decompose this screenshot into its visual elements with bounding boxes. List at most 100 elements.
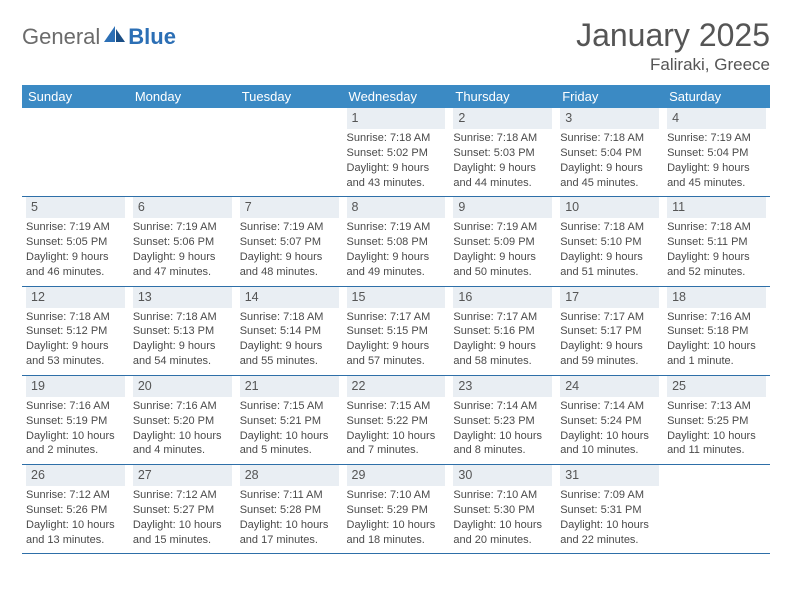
daylight-line: Daylight: 10 hours and 5 minutes.	[240, 429, 339, 459]
calendar-cell: 10Sunrise: 7:18 AMSunset: 5:10 PMDayligh…	[556, 197, 663, 286]
calendar-cell: 19Sunrise: 7:16 AMSunset: 5:19 PMDayligh…	[22, 375, 129, 464]
calendar-cell	[22, 108, 129, 197]
calendar-week-row: 12Sunrise: 7:18 AMSunset: 5:12 PMDayligh…	[22, 286, 770, 375]
day-number: 25	[667, 376, 766, 397]
day-number: 4	[667, 108, 766, 129]
day-number: 24	[560, 376, 659, 397]
day-number: 21	[240, 376, 339, 397]
calendar-cell: 28Sunrise: 7:11 AMSunset: 5:28 PMDayligh…	[236, 465, 343, 554]
daylight-line: Daylight: 9 hours and 58 minutes.	[453, 339, 552, 369]
location-label: Faliraki, Greece	[576, 55, 770, 75]
day-number: 16	[453, 287, 552, 308]
sunrise-line: Sunrise: 7:14 AM	[453, 399, 552, 414]
sunset-line: Sunset: 5:20 PM	[133, 414, 232, 429]
daylight-line: Daylight: 10 hours and 4 minutes.	[133, 429, 232, 459]
calendar-page: General Blue January 2025 Faliraki, Gree…	[0, 0, 792, 612]
logo-text-general: General	[22, 24, 100, 50]
daylight-line: Daylight: 10 hours and 17 minutes.	[240, 518, 339, 548]
sunset-line: Sunset: 5:27 PM	[133, 503, 232, 518]
day-number: 22	[347, 376, 446, 397]
sunrise-line: Sunrise: 7:12 AM	[133, 488, 232, 503]
calendar-cell: 20Sunrise: 7:16 AMSunset: 5:20 PMDayligh…	[129, 375, 236, 464]
sunset-line: Sunset: 5:24 PM	[560, 414, 659, 429]
day-number: 2	[453, 108, 552, 129]
logo-sail-icon	[104, 25, 126, 43]
day-number: 8	[347, 197, 446, 218]
sunset-line: Sunset: 5:19 PM	[26, 414, 125, 429]
daylight-line: Daylight: 9 hours and 49 minutes.	[347, 250, 446, 280]
sunset-line: Sunset: 5:26 PM	[26, 503, 125, 518]
sunset-line: Sunset: 5:29 PM	[347, 503, 446, 518]
sunrise-line: Sunrise: 7:18 AM	[560, 131, 659, 146]
calendar-cell: 7Sunrise: 7:19 AMSunset: 5:07 PMDaylight…	[236, 197, 343, 286]
calendar-cell: 9Sunrise: 7:19 AMSunset: 5:09 PMDaylight…	[449, 197, 556, 286]
sunrise-line: Sunrise: 7:16 AM	[133, 399, 232, 414]
calendar-week-row: 19Sunrise: 7:16 AMSunset: 5:19 PMDayligh…	[22, 375, 770, 464]
daylight-line: Daylight: 10 hours and 13 minutes.	[26, 518, 125, 548]
daylight-line: Daylight: 9 hours and 47 minutes.	[133, 250, 232, 280]
day-of-week-row: Sunday Monday Tuesday Wednesday Thursday…	[22, 85, 770, 108]
daylight-line: Daylight: 9 hours and 45 minutes.	[560, 161, 659, 191]
calendar-cell: 3Sunrise: 7:18 AMSunset: 5:04 PMDaylight…	[556, 108, 663, 197]
sunrise-line: Sunrise: 7:19 AM	[26, 220, 125, 235]
title-block: January 2025 Faliraki, Greece	[576, 18, 770, 75]
daylight-line: Daylight: 10 hours and 8 minutes.	[453, 429, 552, 459]
calendar-cell: 15 Sunrise: 7:17 AMSunset: 5:15 PMDayligh…	[343, 286, 450, 375]
dow-friday: Friday	[556, 85, 663, 108]
calendar-cell: 23Sunrise: 7:14 AMSunset: 5:23 PMDayligh…	[449, 375, 556, 464]
calendar-cell: 21Sunrise: 7:15 AMSunset: 5:21 PMDayligh…	[236, 375, 343, 464]
calendar-cell: 17 Sunrise: 7:17 AMSunset: 5:17 PMDayligh…	[556, 286, 663, 375]
sunset-line: Sunset: 5:07 PM	[240, 235, 339, 250]
sunset-line: Sunset: 5:15 PM	[347, 324, 446, 339]
sunrise-line: Sunrise: 7:19 AM	[453, 220, 552, 235]
sunset-line: Sunset: 5:04 PM	[560, 146, 659, 161]
daylight-line: Daylight: 9 hours and 59 minutes.	[560, 339, 659, 369]
calendar-cell: 1Sunrise: 7:18 AMSunset: 5:02 PMDaylight…	[343, 108, 450, 197]
dow-thursday: Thursday	[449, 85, 556, 108]
daylight-line: Daylight: 9 hours and 54 minutes.	[133, 339, 232, 369]
day-number: 5	[26, 197, 125, 218]
calendar-cell	[663, 465, 770, 554]
calendar-week-row: 26Sunrise: 7:12 AMSunset: 5:26 PMDayligh…	[22, 465, 770, 554]
sunrise-line: Sunrise: 7:18 AM	[667, 220, 766, 235]
sunrise-line: Sunrise: 7:19 AM	[667, 131, 766, 146]
sunrise-line: Sunrise: 7:16 AM	[26, 399, 125, 414]
sunrise-line: Sunrise: 7:17 AM	[347, 310, 446, 325]
sunset-line: Sunset: 5:21 PM	[240, 414, 339, 429]
sunrise-line: Sunrise: 7:17 AM	[560, 310, 659, 325]
sunrise-line: Sunrise: 7:11 AM	[240, 488, 339, 503]
sunrise-line: Sunrise: 7:18 AM	[560, 220, 659, 235]
sunrise-line: Sunrise: 7:18 AM	[347, 131, 446, 146]
day-number: 11	[667, 197, 766, 218]
sunset-line: Sunset: 5:25 PM	[667, 414, 766, 429]
day-number: 15	[347, 287, 446, 308]
calendar-body: 1Sunrise: 7:18 AMSunset: 5:02 PMDaylight…	[22, 108, 770, 554]
sunrise-line: Sunrise: 7:16 AM	[667, 310, 766, 325]
month-title: January 2025	[576, 18, 770, 53]
sunrise-line: Sunrise: 7:14 AM	[560, 399, 659, 414]
day-number: 17	[560, 287, 659, 308]
calendar-cell: 8Sunrise: 7:19 AMSunset: 5:08 PMDaylight…	[343, 197, 450, 286]
sunset-line: Sunset: 5:22 PM	[347, 414, 446, 429]
logo-text-blue: Blue	[128, 24, 176, 50]
sunrise-line: Sunrise: 7:13 AM	[667, 399, 766, 414]
sunset-line: Sunset: 5:23 PM	[453, 414, 552, 429]
day-number: 28	[240, 465, 339, 486]
sunrise-line: Sunrise: 7:10 AM	[347, 488, 446, 503]
daylight-line: Daylight: 9 hours and 53 minutes.	[26, 339, 125, 369]
sunset-line: Sunset: 5:04 PM	[667, 146, 766, 161]
dow-wednesday: Wednesday	[343, 85, 450, 108]
calendar-cell: 25Sunrise: 7:13 AMSunset: 5:25 PMDayligh…	[663, 375, 770, 464]
calendar-cell: 5Sunrise: 7:19 AMSunset: 5:05 PMDaylight…	[22, 197, 129, 286]
sunset-line: Sunset: 5:17 PM	[560, 324, 659, 339]
sunrise-line: Sunrise: 7:10 AM	[453, 488, 552, 503]
sunrise-line: Sunrise: 7:19 AM	[240, 220, 339, 235]
sunset-line: Sunset: 5:06 PM	[133, 235, 232, 250]
daylight-line: Daylight: 9 hours and 57 minutes.	[347, 339, 446, 369]
daylight-line: Daylight: 10 hours and 7 minutes.	[347, 429, 446, 459]
day-number: 9	[453, 197, 552, 218]
calendar-cell: 13Sunrise: 7:18 AMSunset: 5:13 PMDayligh…	[129, 286, 236, 375]
dow-saturday: Saturday	[663, 85, 770, 108]
sunset-line: Sunset: 5:08 PM	[347, 235, 446, 250]
sunrise-line: Sunrise: 7:18 AM	[26, 310, 125, 325]
